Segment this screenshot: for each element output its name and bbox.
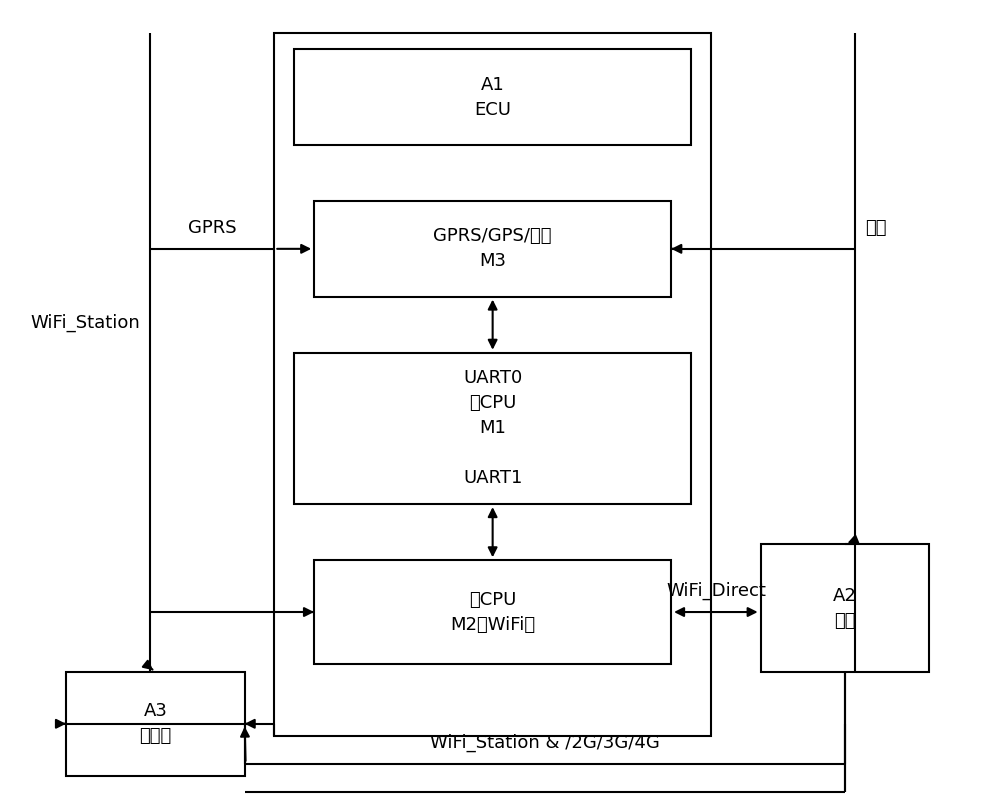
Text: GPRS: GPRS: [188, 219, 237, 237]
Bar: [294, 352, 691, 505]
Bar: [761, 544, 929, 672]
Text: WiFi_Station & /2G/3G/4G: WiFi_Station & /2G/3G/4G: [430, 734, 660, 751]
Text: 从CPU
M2（WiFi）: 从CPU M2（WiFi）: [450, 590, 535, 634]
Text: A2
手机: A2 手机: [833, 586, 857, 630]
Bar: [66, 672, 245, 775]
Text: WiFi_Station: WiFi_Station: [31, 313, 140, 332]
Text: A3
云平台: A3 云平台: [139, 702, 171, 745]
Bar: [314, 560, 671, 664]
Bar: [294, 50, 691, 145]
Bar: [274, 34, 711, 736]
Text: WiFi_Direct: WiFi_Direct: [666, 582, 766, 600]
Text: UART0
主CPU
M1

UART1: UART0 主CPU M1 UART1: [463, 369, 522, 488]
Text: GPRS/GPS/蓝牙
M3: GPRS/GPS/蓝牙 M3: [433, 227, 552, 271]
Text: A1
ECU: A1 ECU: [474, 75, 511, 119]
Bar: [314, 201, 671, 296]
Text: 蓝牙: 蓝牙: [865, 219, 886, 237]
